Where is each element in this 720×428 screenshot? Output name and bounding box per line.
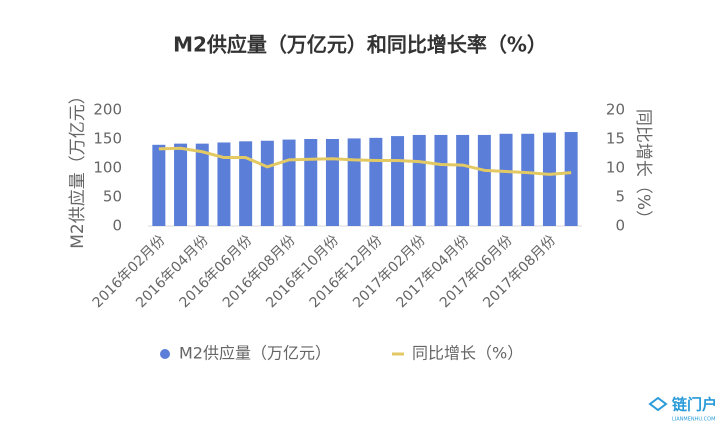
bar: [412, 134, 426, 226]
y-tick-label: 100: [93, 159, 122, 177]
bar: [499, 133, 513, 226]
bar: [542, 132, 556, 226]
bar: [347, 138, 361, 226]
y2-tick-label: 15: [606, 130, 625, 148]
bar: [239, 141, 253, 226]
bar: [152, 144, 166, 226]
bar: [282, 139, 296, 226]
y-tick-label: 150: [93, 130, 122, 148]
watermark-icon: [648, 396, 668, 412]
y2-tick-label: 5: [615, 188, 625, 206]
y-axis-label: M2供应量（万亿元）: [68, 87, 88, 248]
y2-tick-label: 0: [615, 217, 625, 235]
bar: [391, 136, 405, 226]
bar: [369, 137, 383, 226]
legend-marker: [160, 349, 170, 359]
bar: [174, 143, 188, 226]
y-tick-label: 200: [93, 101, 122, 119]
bar: [477, 134, 491, 226]
bar: [325, 139, 339, 226]
y2-axis-label: 同比增长（%）: [633, 109, 653, 227]
bar: [217, 142, 231, 226]
legend-label: M2供应量（万亿元）: [179, 344, 331, 363]
chart-title: M2供应量（万亿元）和同比增长率（%）: [173, 33, 547, 57]
bar: [434, 134, 448, 226]
y2-tick-label: 20: [606, 101, 625, 119]
bar: [304, 139, 318, 226]
watermark-site: LIANMENHU.COM: [672, 417, 715, 423]
bar: [456, 134, 470, 226]
watermark: 链门户: [672, 396, 717, 414]
y2-tick-label: 10: [606, 159, 625, 177]
bar: [195, 143, 209, 226]
line: [158, 146, 572, 176]
bar: [521, 133, 535, 226]
legend-label: 同比增长（%）: [412, 344, 523, 363]
bar: [260, 140, 274, 226]
bar: [564, 132, 578, 226]
y-tick-label: 0: [112, 217, 122, 235]
y-tick-label: 50: [103, 188, 122, 206]
